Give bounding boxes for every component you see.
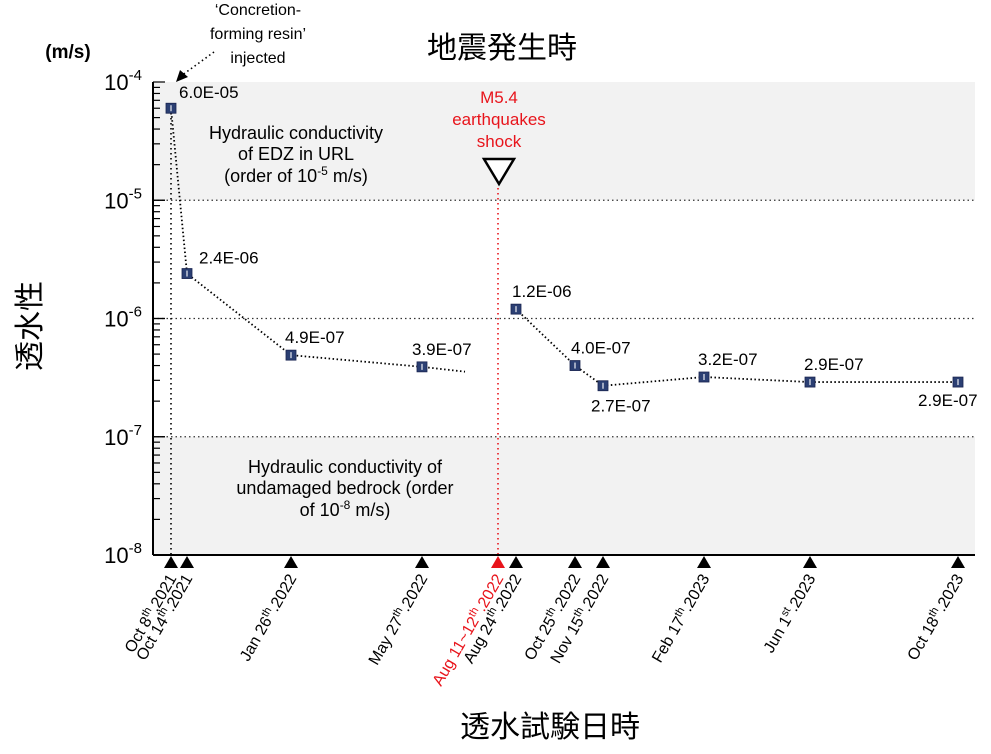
earthquake-annotation-line: shock bbox=[477, 132, 522, 151]
y-tick-label: 10-4 bbox=[104, 67, 142, 95]
earthquake-marker-triangle bbox=[481, 157, 517, 187]
axes bbox=[152, 81, 975, 556]
x-tick-marker bbox=[415, 556, 429, 568]
data-point-highlight bbox=[290, 352, 292, 359]
data-points: 6.0E-05 2.4E-06 4.9E-07 3.9E-07 1.2E-06 4.0E-… bbox=[165, 83, 978, 416]
y-axis-title: 透水性 bbox=[13, 281, 48, 371]
x-tick-marker bbox=[951, 556, 965, 568]
x-tick-label: May 27th.2022 bbox=[364, 570, 431, 668]
data-point-highlight bbox=[602, 382, 604, 389]
y-tick-label: 10-6 bbox=[104, 304, 142, 332]
x-tick-marker bbox=[803, 556, 817, 568]
x-tick-label: Feb 17th.2023 bbox=[647, 570, 713, 665]
data-label: 4.0E-07 bbox=[571, 339, 631, 358]
band-label-edz-1: Hydraulic conductivity bbox=[209, 123, 383, 143]
y-unit-label: (m/s) bbox=[45, 42, 90, 63]
data-label: 2.9E-07 bbox=[918, 391, 978, 410]
data-point-highlight bbox=[957, 379, 959, 386]
resin-annotation-line: ‘Concretion- bbox=[215, 2, 301, 19]
vertical-reference-lines bbox=[170, 108, 499, 555]
x-tick-marker bbox=[284, 556, 298, 568]
x-tick-marker bbox=[697, 556, 711, 568]
y-tick-labels: 10-8 10-7 10-6 10-5 10-4 bbox=[104, 67, 142, 568]
shaded-band-1 bbox=[153, 436, 975, 555]
earthquake-annotation-line: earthquakes bbox=[452, 110, 546, 129]
earthquake-annotation-line: M5.4 bbox=[480, 88, 518, 107]
y-tick-label: 10-7 bbox=[104, 422, 142, 450]
data-label: 3.2E-07 bbox=[698, 350, 758, 369]
data-label: 2.9E-07 bbox=[804, 355, 864, 374]
band-label-edz-2: of EDZ in URL bbox=[238, 144, 354, 164]
x-axis-title: 透水試験日時 bbox=[460, 710, 640, 745]
data-label: 2.4E-06 bbox=[199, 249, 259, 268]
data-point-highlight bbox=[703, 374, 705, 381]
x-tick-marker bbox=[509, 556, 523, 568]
series-line-0 bbox=[170, 108, 466, 373]
data-label: 3.9E-07 bbox=[412, 340, 472, 359]
data-label: 1.2E-06 bbox=[512, 282, 572, 301]
data-label: 2.7E-07 bbox=[591, 397, 651, 416]
y-tick-label: 10-8 bbox=[104, 540, 142, 568]
shaded-band-0 bbox=[153, 82, 975, 201]
series-lines bbox=[170, 108, 958, 387]
x-tick-label: Jun 1st.2023 bbox=[759, 570, 819, 656]
data-label: 6.0E-05 bbox=[179, 83, 239, 102]
x-tick-marker bbox=[568, 556, 582, 568]
band-label-bedrock-2: undamaged bedrock (order bbox=[236, 478, 453, 498]
data-point-highlight bbox=[421, 363, 423, 370]
resin-arrow-line bbox=[180, 51, 215, 77]
x-tick-label: Jan 26th.2022 bbox=[235, 570, 300, 664]
resin-annotation-line: forming resin’ bbox=[210, 26, 306, 43]
resin-arrow-head bbox=[176, 70, 188, 82]
chart-title: 地震発生時 bbox=[427, 31, 577, 66]
x-tick-marker bbox=[164, 556, 178, 568]
annotations: ‘Concretion-forming resin’ injected M5.4 ea… bbox=[176, 2, 546, 187]
shaded-bands bbox=[153, 82, 975, 555]
data-point-highlight bbox=[186, 270, 188, 277]
data-point-highlight bbox=[809, 379, 811, 386]
band-label-bedrock-3: of 10-8 m/s) bbox=[300, 498, 391, 520]
y-tick-label: 10-5 bbox=[104, 185, 142, 213]
resin-annotation-line: injected bbox=[230, 50, 285, 67]
grid-lines bbox=[153, 199, 975, 438]
data-point-highlight bbox=[515, 306, 517, 313]
series-line-1 bbox=[515, 308, 958, 387]
x-tick-marker bbox=[596, 556, 610, 568]
band-label-edz-3: (order of 10-5 m/s) bbox=[224, 164, 368, 186]
data-point-highlight bbox=[574, 362, 576, 369]
data-point-highlight bbox=[170, 105, 172, 112]
x-tick-label: Oct 18th.2023 bbox=[903, 570, 968, 663]
x-tick-marker bbox=[491, 556, 505, 568]
band-label-bedrock-1: Hydraulic conductivity of bbox=[248, 457, 443, 477]
data-label: 4.9E-07 bbox=[285, 328, 345, 347]
x-tick-marker bbox=[180, 556, 194, 568]
